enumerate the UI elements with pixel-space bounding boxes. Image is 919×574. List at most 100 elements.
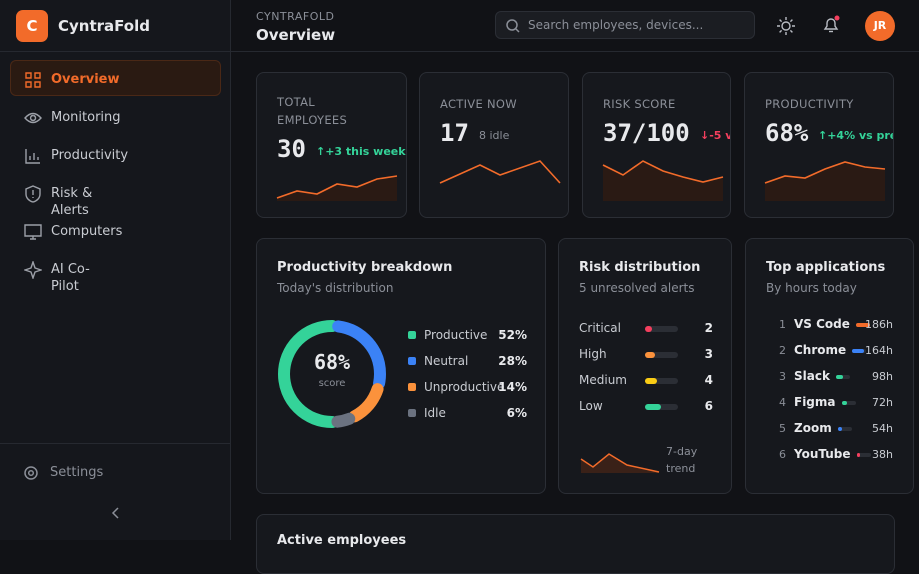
kpi-card: PRODUCTIVITY 68% ↑+4% vs prev: [744, 72, 894, 218]
kpi-value: 17: [440, 119, 469, 147]
card-subtitle: 5 unresolved alerts: [579, 281, 695, 295]
app-bar: [838, 427, 843, 431]
app-rank: 1: [779, 318, 786, 331]
kpi-value: 30: [277, 135, 306, 163]
kpi-label: ACTIVE NOW: [440, 97, 517, 111]
search-box[interactable]: [495, 11, 755, 39]
search-icon: [506, 19, 520, 33]
app-track: [842, 401, 856, 405]
app-rank: 6: [779, 448, 786, 461]
legend-name: Unproductive: [424, 380, 505, 394]
nav-item[interactable]: AI Co-Pilot: [51, 262, 90, 294]
donut-chart: [278, 320, 386, 428]
card-title: Productivity breakdown: [277, 260, 453, 275]
donut-sub: score: [318, 378, 346, 389]
kpi-card: ACTIVE NOW 17 8 idle: [419, 72, 569, 218]
notifications[interactable]: [820, 14, 842, 36]
risk-track: [645, 326, 678, 332]
apps-card: Top applications By hours today 1 VS Code…: [745, 238, 914, 494]
risk-count: 2: [704, 321, 713, 335]
risk-bar: [645, 404, 662, 410]
risk-bar: [645, 352, 655, 358]
legend-name: Neutral: [424, 354, 469, 368]
app-bar: [852, 349, 865, 353]
icon: [25, 185, 41, 203]
risk-trend: [580, 453, 660, 473]
legend-swatch: [408, 409, 416, 417]
kpi-value: 68%: [765, 119, 809, 147]
app-bar: [836, 375, 844, 379]
icon: [25, 149, 40, 164]
settings-link[interactable]: Settings: [50, 465, 104, 480]
kpi-label: RISK SCORE: [603, 97, 676, 111]
divider: [0, 51, 231, 52]
card-title: Top applications: [766, 260, 886, 275]
app-name: Figma: [794, 395, 836, 409]
app-hours: 72h: [872, 396, 893, 409]
avatar[interactable]: JR: [865, 11, 895, 41]
page-title: Overview: [256, 26, 336, 44]
donut-segment: [278, 320, 386, 428]
risk-name: High: [579, 347, 607, 361]
sparkline: [276, 175, 398, 201]
app-name: VS Code: [794, 317, 850, 331]
app-rank: 5: [779, 422, 786, 435]
divider: [0, 443, 231, 444]
risk-track: [645, 352, 678, 358]
risk-card: Risk distribution 5 unresolved alerts 7-…: [558, 238, 732, 494]
legend-value: 14%: [498, 380, 527, 394]
app-track: [857, 453, 871, 457]
risk-count: 3: [704, 347, 713, 361]
app-hours: 164h: [865, 344, 893, 357]
trend-label: 7-day trend: [666, 445, 698, 475]
sparkline: [764, 161, 886, 201]
search-placeholder: Search employees, devices...: [528, 18, 704, 32]
risk-bar: [645, 326, 653, 332]
risk-track: [645, 378, 678, 384]
app-bar: [857, 453, 860, 457]
active-employees-card: Active employees: [256, 514, 895, 574]
donut-segment: [278, 320, 386, 428]
risk-bar: [645, 378, 657, 384]
risk-count: 4: [704, 373, 713, 387]
donut-center: 68%: [313, 350, 351, 374]
legend-name: Idle: [424, 406, 446, 420]
app-rank: 3: [779, 370, 786, 383]
risk-track: [645, 404, 678, 410]
kpi-value: 37/100: [603, 119, 690, 147]
nav-item[interactable]: Risk & Alerts: [51, 186, 93, 218]
legend-name: Productive: [424, 328, 488, 342]
icon: [24, 112, 42, 124]
header-divider: [231, 51, 919, 52]
nav-item[interactable]: Computers: [51, 224, 123, 239]
collapse-button[interactable]: [110, 506, 122, 520]
card-title: Active employees: [277, 533, 407, 548]
app-name: Zoom: [794, 421, 832, 435]
icon: [25, 72, 41, 88]
risk-count: 6: [704, 399, 713, 413]
risk-name: Critical: [579, 321, 621, 335]
legend-swatch: [408, 331, 416, 339]
kpi-delta: ↑+4% vs prev: [818, 129, 893, 142]
icon: [24, 224, 42, 240]
app-rank: 4: [779, 396, 786, 409]
kpi-card: RISK SCORE 37/100 ↓-5 v: [582, 72, 731, 218]
nav-item[interactable]: Overview: [51, 72, 120, 87]
nav-item[interactable]: Productivity: [51, 148, 129, 163]
eyebrow: CYNTRAFOLD: [256, 10, 335, 23]
logo[interactable]: C: [16, 10, 48, 42]
sparkline: [602, 160, 724, 201]
kpi-delta: ↓-5 v: [700, 129, 731, 142]
theme-toggle[interactable]: [776, 16, 796, 36]
app-rank: 2: [779, 344, 786, 357]
card-subtitle: By hours today: [766, 281, 857, 295]
legend-value: 28%: [498, 354, 527, 368]
kpi-delta: 8 idle: [479, 129, 510, 142]
app-name: YouTube: [794, 447, 851, 461]
app-hours: 98h: [872, 370, 893, 383]
nav-item[interactable]: Monitoring: [51, 110, 121, 125]
app-track: [838, 427, 852, 431]
card-subtitle: Today's distribution: [277, 281, 394, 295]
risk-name: Medium: [579, 373, 627, 387]
kpi-card: TOTAL EMPLOYEES 30 ↑+3 this week: [256, 72, 407, 218]
